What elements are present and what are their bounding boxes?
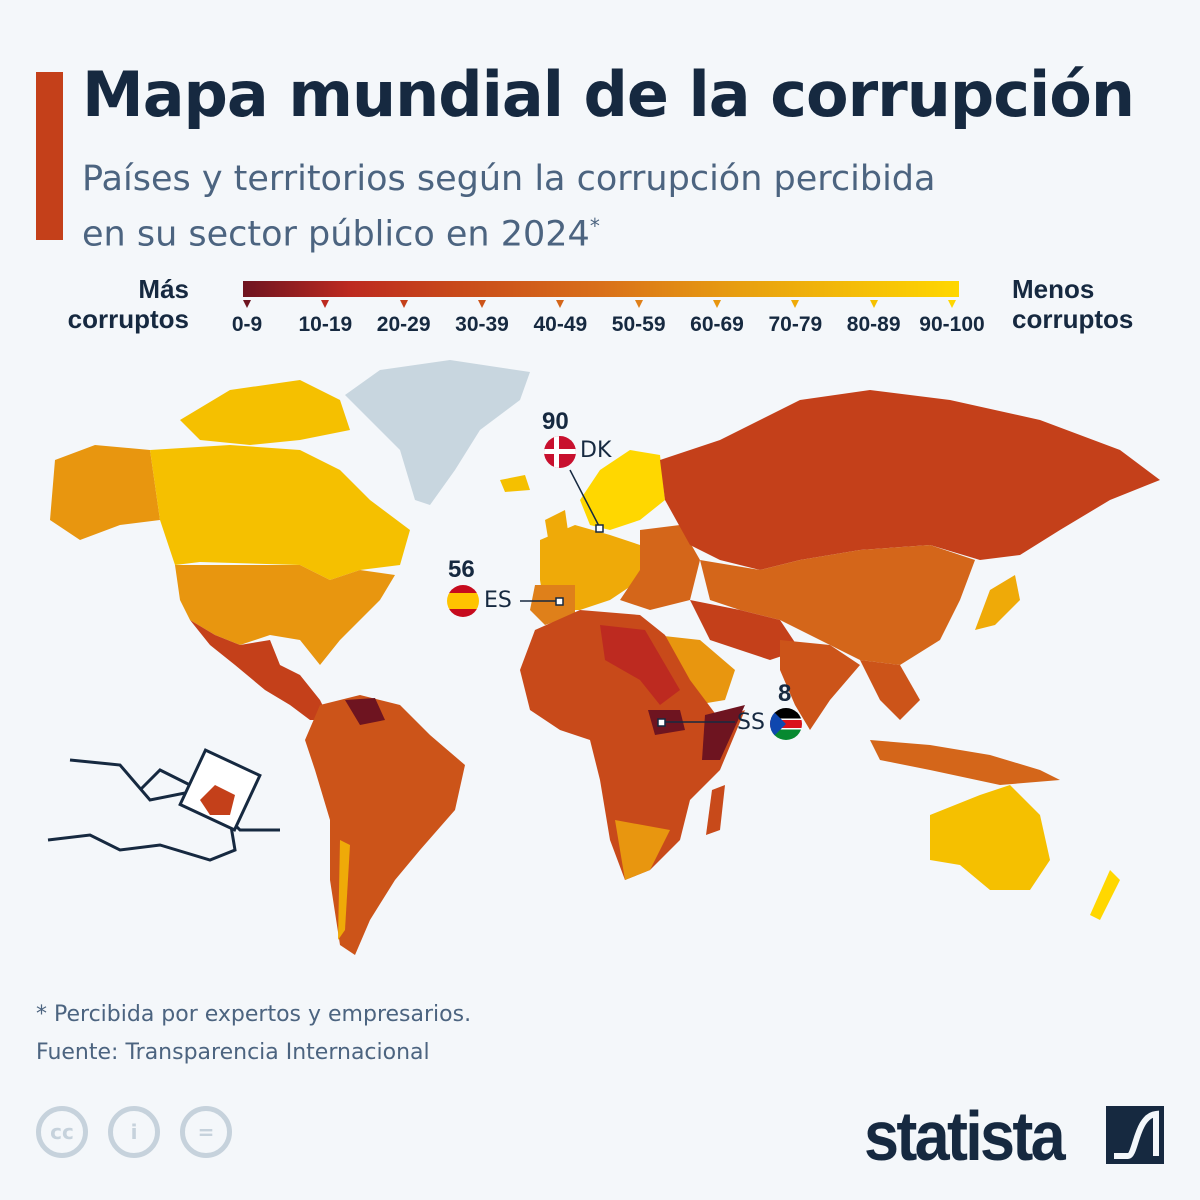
greenland <box>345 360 530 505</box>
legend-color-scale <box>243 281 959 297</box>
legend-label: 20-29 <box>376 313 431 336</box>
legend-right-label-1: Menos <box>1012 274 1095 304</box>
subtitle-line-1: Países y territorios según la corrupción… <box>82 159 936 199</box>
dk-code: DK <box>580 438 612 463</box>
canada-arctic <box>180 380 350 445</box>
dk-value: 90 <box>542 408 569 435</box>
es-marker <box>555 597 564 606</box>
legend-label: 70-79 <box>768 313 823 336</box>
legend-label: 0-9 <box>231 313 263 336</box>
japan <box>975 575 1020 630</box>
spain <box>530 585 575 625</box>
legend-tick-2 <box>399 300 408 308</box>
africa <box>520 610 745 880</box>
legend-tick-6 <box>713 300 721 308</box>
legend-tick-9 <box>948 300 956 308</box>
subtitle-line-2: en su sector público en 2024 <box>82 214 590 255</box>
legend-left-label-1: Más <box>138 274 189 304</box>
southern-africa <box>615 820 670 880</box>
legend-label: 50-59 <box>611 313 666 336</box>
arabia <box>655 635 735 705</box>
legend-tick-7 <box>791 300 800 308</box>
south-america <box>305 695 465 955</box>
no-derivatives-icon[interactable]: = <box>180 1106 232 1158</box>
footnote: * Percibida por expertos y empresarios. <box>36 1002 472 1027</box>
legend-tick-5 <box>634 300 643 308</box>
canada <box>150 445 410 580</box>
legend-label: 40-49 <box>533 313 588 336</box>
madagascar <box>706 785 725 835</box>
legend-left-label-2: corruptos <box>67 304 189 334</box>
uk-ireland <box>545 510 570 550</box>
page-subtitle: Países y territorios según la corrupción… <box>82 156 1082 259</box>
alaska <box>50 445 160 540</box>
page-title: Mapa mundial de la corrupción <box>82 58 1135 131</box>
eastern-europe <box>620 525 700 610</box>
money-accent <box>200 785 235 815</box>
es-code: ES <box>484 588 512 613</box>
accent-bar <box>36 72 63 240</box>
central-asia <box>700 545 975 665</box>
venezuela <box>345 698 385 725</box>
iceland <box>500 475 530 492</box>
ss-value: 8 <box>778 680 792 707</box>
spain-flag-icon <box>447 585 479 617</box>
es-value: 56 <box>448 556 475 583</box>
legend-label: 90-100 <box>919 313 985 336</box>
scandinavia <box>580 450 665 530</box>
ss-marker <box>657 718 666 727</box>
indonesia <box>870 740 1060 785</box>
legend-right-label: Menos corruptos <box>1012 274 1133 334</box>
legend-tick-8 <box>869 300 878 308</box>
source: Fuente: Transparencia Internacional <box>36 1040 430 1065</box>
usa <box>175 565 395 665</box>
footnote-mark: * <box>589 214 600 238</box>
dk-marker <box>595 524 604 533</box>
india <box>780 640 860 730</box>
middle-east <box>690 600 800 660</box>
handshake-money-icon <box>47 748 280 862</box>
attribution-icon[interactable]: i <box>108 1106 160 1158</box>
russia <box>660 390 1160 570</box>
dk-leader-line <box>569 469 601 529</box>
statista-logo[interactable]: statista <box>864 1097 1066 1175</box>
legend-left-label: Más corruptos <box>68 274 189 334</box>
australia <box>930 785 1050 890</box>
legend-tick-1 <box>321 300 330 308</box>
ss-code: SS <box>737 710 765 735</box>
legend-label: 30-39 <box>455 313 509 336</box>
legend-tick-0 <box>243 300 251 308</box>
mexico-central-america <box>190 620 330 720</box>
legend-label: 10-19 <box>298 313 353 336</box>
denmark-flag-icon <box>544 436 576 468</box>
statista-logo-mark <box>1106 1106 1164 1164</box>
legend-label: 60-69 <box>690 313 744 336</box>
legend-label: 80-89 <box>846 313 901 336</box>
legend-right-label-2: corruptos <box>1012 304 1134 334</box>
new-zealand <box>1090 870 1120 920</box>
southeast-asia <box>860 660 920 720</box>
chile-uruguay <box>338 840 350 940</box>
legend-tick-3 <box>478 300 486 308</box>
south-sudan-flag-icon <box>770 708 802 740</box>
somalia <box>702 705 745 760</box>
cc-icon[interactable]: cc <box>36 1106 88 1158</box>
legend-tick-4 <box>556 300 565 308</box>
libya-sudan <box>600 625 680 705</box>
